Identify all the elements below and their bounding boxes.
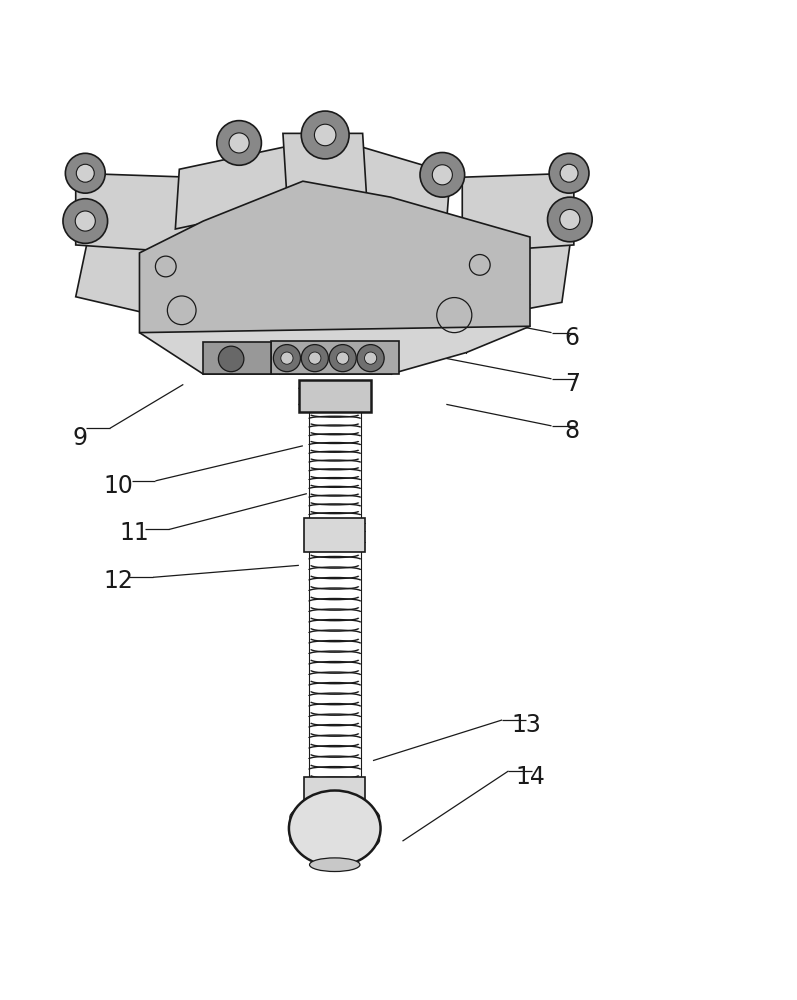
Polygon shape: [76, 173, 191, 253]
Bar: [304, 777, 365, 800]
Polygon shape: [283, 133, 367, 197]
Circle shape: [217, 121, 261, 165]
Text: 13: 13: [511, 713, 541, 737]
Bar: [304, 518, 365, 552]
Circle shape: [218, 346, 244, 372]
Circle shape: [65, 153, 105, 193]
Circle shape: [229, 133, 249, 153]
Circle shape: [548, 197, 592, 242]
Text: 14: 14: [515, 765, 545, 789]
Polygon shape: [139, 181, 530, 333]
Circle shape: [432, 165, 453, 185]
Text: 12: 12: [103, 569, 133, 593]
Circle shape: [301, 111, 349, 159]
Polygon shape: [442, 217, 574, 325]
Bar: [299, 380, 371, 412]
Polygon shape: [175, 141, 311, 229]
Polygon shape: [462, 173, 574, 253]
Polygon shape: [271, 341, 398, 374]
Circle shape: [308, 352, 321, 364]
Circle shape: [560, 164, 578, 182]
Text: 6: 6: [565, 326, 579, 350]
Circle shape: [273, 345, 300, 372]
Circle shape: [336, 352, 349, 364]
Text: 8: 8: [565, 419, 579, 443]
Polygon shape: [203, 342, 271, 374]
Circle shape: [549, 153, 589, 193]
Polygon shape: [139, 299, 530, 374]
Circle shape: [329, 345, 356, 372]
Circle shape: [75, 211, 96, 231]
Text: 10: 10: [103, 474, 133, 498]
Circle shape: [281, 352, 293, 364]
Circle shape: [314, 124, 336, 146]
Circle shape: [77, 164, 94, 182]
Circle shape: [364, 352, 377, 364]
Polygon shape: [339, 141, 450, 225]
Circle shape: [420, 153, 465, 197]
Circle shape: [63, 199, 108, 243]
Text: 9: 9: [73, 426, 87, 450]
Ellipse shape: [309, 858, 360, 872]
Circle shape: [301, 345, 328, 372]
Circle shape: [559, 209, 580, 229]
Ellipse shape: [289, 791, 381, 866]
Circle shape: [357, 345, 384, 372]
Text: 11: 11: [119, 521, 149, 545]
Text: 7: 7: [565, 372, 579, 396]
Polygon shape: [76, 221, 211, 325]
